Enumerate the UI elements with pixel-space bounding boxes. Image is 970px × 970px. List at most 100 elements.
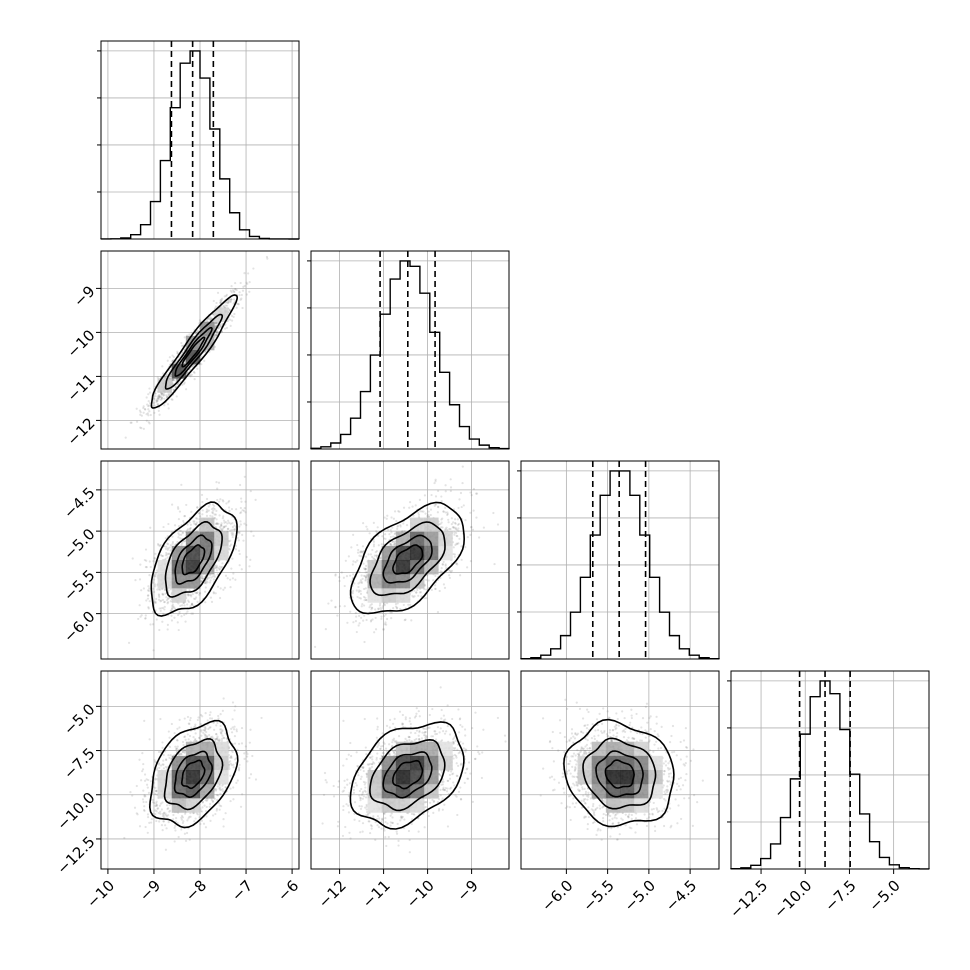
scatter-point	[187, 593, 190, 596]
scatter-point	[442, 560, 445, 564]
scatter-point	[358, 554, 361, 557]
scatter-point	[214, 592, 217, 595]
scatter-point	[168, 756, 171, 759]
scatter-point	[224, 304, 227, 307]
scatter-point	[204, 733, 207, 737]
scatter-point	[446, 511, 449, 514]
scatter-point	[195, 591, 198, 595]
scatter-point	[214, 522, 218, 526]
scatter-point	[375, 554, 378, 557]
scatter-point	[158, 413, 161, 416]
scatter-point	[187, 599, 190, 602]
scatter-point	[156, 397, 159, 400]
scatter-point	[225, 293, 228, 296]
scatter-point	[222, 526, 226, 529]
scatter-point	[171, 604, 174, 608]
scatter-point	[186, 603, 189, 606]
scatter-point	[210, 507, 214, 511]
scatter-point	[160, 392, 164, 396]
scatter-point	[417, 515, 421, 519]
scatter-point	[147, 393, 150, 396]
scatter-point	[219, 587, 222, 590]
scatter-point	[359, 550, 362, 553]
scatter-point	[364, 568, 367, 571]
scatter-point	[353, 582, 356, 585]
scatter-point	[334, 605, 337, 609]
scatter-point	[232, 572, 235, 575]
scatter-point	[171, 535, 174, 538]
scatter-point	[220, 298, 223, 301]
scatter-point	[152, 623, 155, 626]
scatter-point	[168, 745, 172, 748]
scatter-point	[167, 522, 170, 526]
scatter-point	[352, 621, 355, 624]
scatter-point	[469, 533, 472, 536]
scatter-point	[354, 561, 357, 564]
scatter-point	[166, 542, 169, 545]
scatter-point	[195, 517, 198, 520]
scatter-point	[434, 478, 437, 481]
scatter-point	[239, 506, 242, 510]
scatter-point	[344, 559, 347, 562]
scatter-point	[213, 513, 216, 516]
scatter-point	[440, 500, 443, 503]
scatter-point	[246, 752, 249, 756]
scatter-point	[221, 499, 224, 502]
scatter-point	[155, 789, 158, 793]
scatter-point	[248, 290, 251, 293]
contours	[349, 501, 466, 615]
scatter-point	[410, 619, 413, 622]
scatter-point	[199, 515, 202, 518]
scatter-point	[208, 576, 211, 579]
scatter-point	[388, 533, 391, 536]
contour-0.5sigma	[150, 501, 238, 617]
scatter-point	[148, 422, 151, 425]
scatter-point	[168, 393, 171, 396]
scatter-point	[148, 391, 152, 394]
scatter-point	[436, 511, 439, 514]
scatter-point	[369, 604, 372, 607]
scatter-point	[219, 301, 223, 304]
scatter-point	[188, 333, 191, 336]
scatter-point	[142, 427, 145, 430]
scatter-point	[452, 526, 456, 529]
scatter-point	[395, 607, 399, 610]
scatter-point	[157, 544, 160, 547]
scatter-point	[165, 394, 168, 397]
scatter-point	[369, 553, 372, 556]
scatter-point	[372, 557, 375, 560]
scatter-point	[193, 520, 196, 523]
scatter-point	[216, 585, 220, 588]
scatter-point	[153, 601, 157, 604]
scatter-point	[457, 542, 460, 545]
scatter-point	[437, 505, 440, 508]
scatter-point	[183, 362, 186, 365]
scatter-point	[357, 614, 361, 617]
scatter-point	[218, 514, 221, 517]
scatter-point	[130, 421, 133, 424]
scatter-point	[199, 576, 203, 579]
scatter-point	[188, 722, 191, 725]
scatter-point	[338, 579, 341, 583]
scatter-point	[165, 599, 169, 602]
density-cell	[410, 574, 425, 589]
scatter-point	[230, 314, 234, 318]
scatter-point	[409, 603, 412, 606]
scatter-point	[352, 560, 355, 563]
scatter-point	[455, 534, 458, 537]
scatter-point	[151, 801, 155, 804]
scatter-point	[212, 313, 215, 316]
scatter-point	[365, 573, 368, 577]
scatter-point	[140, 427, 143, 430]
scatter-point	[440, 570, 444, 574]
scatter-point	[383, 603, 386, 606]
scatter-point	[209, 514, 212, 517]
scatter-point	[243, 475, 246, 478]
scatter-point	[183, 540, 186, 543]
scatter-point	[418, 498, 421, 502]
scatter-point	[140, 414, 143, 417]
scatter-point	[131, 557, 134, 560]
scatter-point	[178, 612, 181, 615]
scatter-point	[449, 571, 453, 574]
scatter-point	[231, 557, 234, 560]
